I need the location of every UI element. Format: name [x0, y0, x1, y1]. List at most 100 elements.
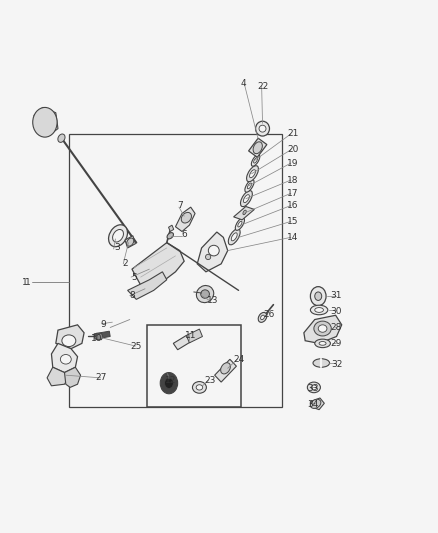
Ellipse shape — [243, 210, 246, 215]
Text: 12: 12 — [166, 376, 177, 385]
Ellipse shape — [255, 121, 269, 136]
Text: 29: 29 — [331, 339, 342, 348]
Text: 18: 18 — [287, 175, 299, 184]
Ellipse shape — [113, 230, 124, 242]
Ellipse shape — [319, 342, 326, 345]
Text: 15: 15 — [287, 217, 299, 226]
Text: 28: 28 — [331, 323, 342, 332]
Polygon shape — [304, 316, 342, 343]
Polygon shape — [197, 232, 228, 272]
Ellipse shape — [254, 158, 258, 163]
Circle shape — [165, 378, 173, 389]
Text: 3: 3 — [114, 244, 120, 253]
Polygon shape — [186, 329, 202, 343]
Ellipse shape — [311, 385, 317, 390]
Bar — [147, 325, 241, 407]
Text: 32: 32 — [331, 360, 342, 369]
Ellipse shape — [253, 142, 262, 154]
Polygon shape — [127, 272, 167, 300]
Ellipse shape — [231, 233, 237, 241]
Ellipse shape — [245, 180, 254, 192]
Polygon shape — [34, 108, 58, 135]
Polygon shape — [311, 398, 324, 410]
Text: 1: 1 — [25, 278, 30, 287]
Polygon shape — [132, 243, 184, 285]
Polygon shape — [233, 206, 254, 220]
Polygon shape — [173, 335, 191, 350]
Ellipse shape — [228, 229, 240, 245]
Polygon shape — [169, 225, 174, 231]
Text: 33: 33 — [307, 384, 318, 393]
Text: 27: 27 — [96, 373, 107, 382]
Ellipse shape — [196, 286, 214, 303]
Text: 17: 17 — [287, 189, 299, 198]
Ellipse shape — [109, 225, 127, 247]
Ellipse shape — [250, 169, 255, 177]
Text: 16: 16 — [287, 201, 299, 210]
Ellipse shape — [318, 325, 327, 332]
Ellipse shape — [315, 308, 323, 312]
Text: 22: 22 — [257, 82, 268, 91]
Ellipse shape — [205, 254, 211, 260]
Ellipse shape — [39, 113, 56, 134]
Text: 11: 11 — [185, 331, 197, 340]
Ellipse shape — [259, 125, 266, 132]
Text: 6: 6 — [181, 230, 187, 239]
Bar — [69, 134, 282, 407]
Text: 25: 25 — [131, 342, 142, 351]
Text: 7: 7 — [177, 201, 183, 210]
Text: 30: 30 — [331, 307, 342, 316]
Ellipse shape — [127, 238, 134, 246]
Text: 4: 4 — [240, 79, 246, 88]
Polygon shape — [125, 236, 135, 248]
Ellipse shape — [307, 382, 321, 393]
Ellipse shape — [201, 290, 209, 298]
Circle shape — [311, 287, 326, 306]
Ellipse shape — [311, 305, 328, 315]
Ellipse shape — [238, 221, 242, 227]
Text: 24: 24 — [233, 355, 244, 364]
Polygon shape — [47, 367, 70, 386]
Polygon shape — [56, 325, 84, 349]
Ellipse shape — [258, 312, 267, 322]
Polygon shape — [94, 331, 110, 339]
Text: 5: 5 — [131, 272, 137, 281]
Ellipse shape — [235, 218, 244, 230]
Text: 10: 10 — [92, 334, 103, 343]
Ellipse shape — [181, 213, 191, 223]
Polygon shape — [51, 343, 78, 373]
Ellipse shape — [315, 339, 330, 348]
Ellipse shape — [311, 399, 321, 408]
Ellipse shape — [167, 232, 173, 239]
Circle shape — [160, 373, 178, 394]
Ellipse shape — [244, 195, 249, 203]
Text: 9: 9 — [101, 320, 106, 329]
Text: 13: 13 — [207, 296, 218, 305]
Text: 34: 34 — [307, 400, 318, 409]
Polygon shape — [176, 207, 195, 231]
Ellipse shape — [221, 362, 230, 374]
Ellipse shape — [247, 183, 251, 189]
Text: 26: 26 — [263, 310, 275, 319]
Ellipse shape — [58, 134, 65, 142]
Text: 2: 2 — [123, 260, 128, 268]
Ellipse shape — [192, 382, 206, 393]
Text: 20: 20 — [287, 146, 299, 155]
Text: 1: 1 — [22, 278, 28, 287]
Ellipse shape — [314, 321, 331, 336]
Ellipse shape — [247, 166, 258, 182]
Circle shape — [33, 108, 57, 137]
Ellipse shape — [313, 359, 329, 367]
Polygon shape — [96, 333, 103, 340]
Text: 31: 31 — [331, 291, 342, 300]
Polygon shape — [64, 367, 81, 387]
Ellipse shape — [60, 354, 71, 364]
Text: 8: 8 — [129, 291, 135, 300]
Ellipse shape — [208, 245, 219, 256]
Circle shape — [315, 292, 322, 301]
Text: 14: 14 — [287, 233, 299, 242]
Polygon shape — [249, 138, 267, 157]
Polygon shape — [215, 359, 237, 382]
Ellipse shape — [251, 155, 260, 166]
Ellipse shape — [196, 385, 203, 390]
